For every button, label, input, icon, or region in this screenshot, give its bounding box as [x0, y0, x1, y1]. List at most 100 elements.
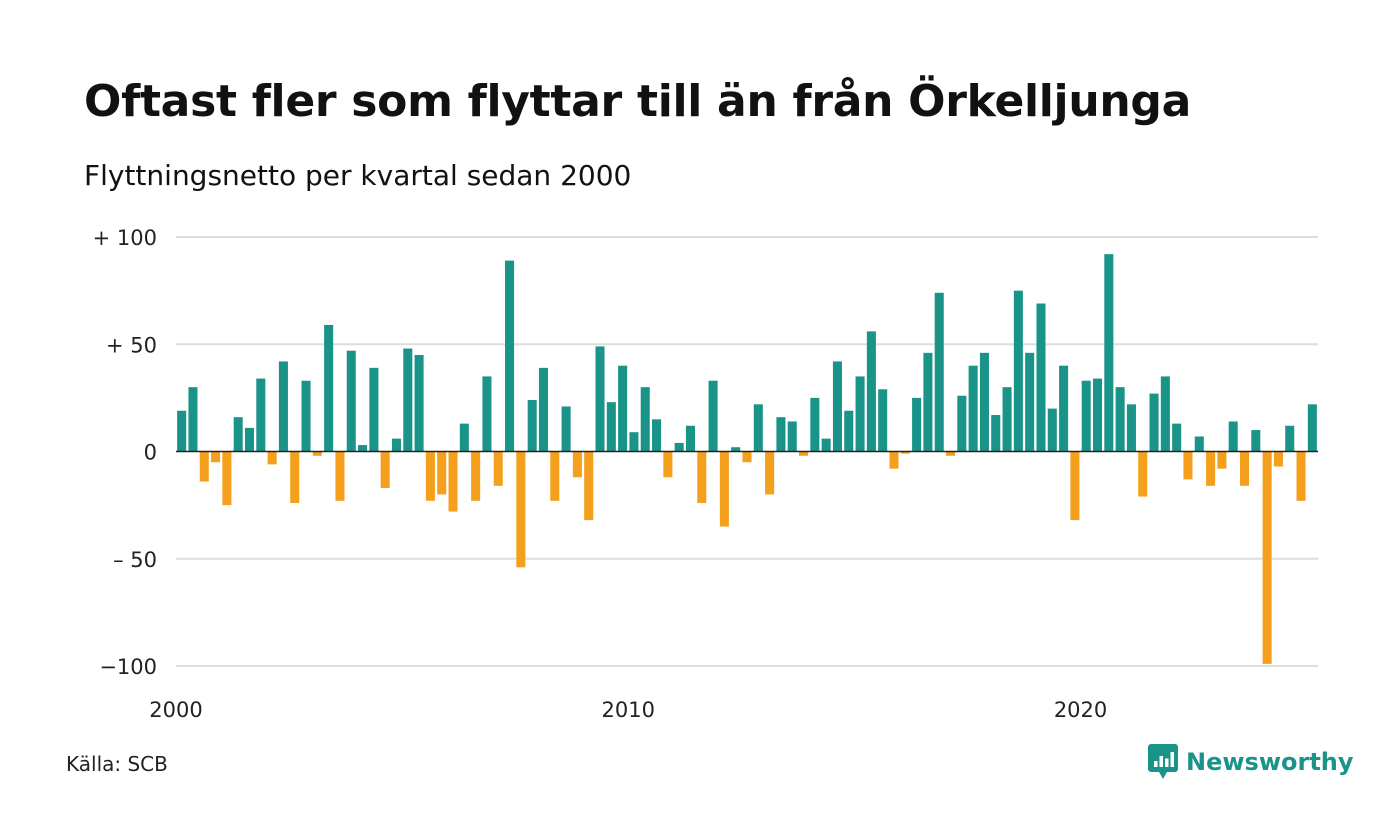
bar: [889, 451, 899, 469]
bar: [844, 410, 854, 452]
bar: [448, 451, 458, 512]
bar: [1228, 421, 1238, 452]
y-tick-label: + 100: [93, 226, 157, 250]
chart-title: Oftast fler som flyttar till än från Örk…: [84, 76, 1191, 127]
bar: [810, 397, 820, 452]
y-tick-label: + 50: [106, 333, 157, 357]
bar: [1013, 290, 1023, 452]
bar: [211, 451, 221, 463]
bar: [369, 367, 379, 452]
bar: [1262, 451, 1272, 664]
bar: [482, 376, 492, 452]
bar: [346, 350, 356, 452]
bar: [471, 451, 481, 501]
bar: [753, 404, 763, 452]
bar: [629, 432, 639, 452]
bar: [1251, 430, 1261, 452]
bar: [618, 365, 628, 452]
bars: [177, 254, 1317, 664]
brand-name: Newsworthy: [1186, 748, 1354, 776]
bar: [1070, 451, 1080, 521]
bar: [1217, 451, 1227, 469]
bar: [188, 387, 198, 452]
bar: [1206, 451, 1216, 486]
bar: [1115, 387, 1125, 452]
bar: [199, 451, 209, 482]
brand-logo: Newsworthy: [1148, 744, 1354, 780]
bar: [403, 348, 413, 452]
bar: [301, 380, 311, 452]
bar: [957, 395, 967, 452]
bar: [425, 451, 435, 501]
bar: [335, 451, 345, 501]
bar: [652, 419, 662, 452]
bar: [900, 451, 910, 454]
bar: [1273, 451, 1283, 467]
bar: [776, 417, 786, 452]
bar: [708, 380, 718, 452]
bar: [493, 451, 503, 486]
bar: [550, 451, 560, 501]
gridlines: [176, 236, 1318, 667]
chart-subtitle: Flyttningsnetto per kvartal sedan 2000: [84, 159, 632, 192]
bar: [527, 400, 537, 452]
bar: [821, 438, 831, 452]
bar: [991, 415, 1001, 452]
bar: [1239, 451, 1250, 486]
bar: [855, 376, 865, 452]
bar: [640, 387, 650, 452]
bar: [685, 425, 695, 452]
axes: + 100 + 50 0 – 50 −100 2000 2010 2020: [93, 226, 1318, 722]
bar: [1002, 387, 1012, 452]
bar: [380, 451, 390, 488]
bar: [731, 447, 741, 452]
bar: [572, 451, 582, 478]
bar: [505, 260, 515, 452]
bar: [1149, 393, 1159, 452]
bar: [312, 451, 322, 456]
bar: [968, 365, 978, 452]
bar: [324, 324, 334, 452]
bar: [934, 292, 944, 452]
y-tick-label: −100: [99, 655, 157, 679]
bar: [437, 451, 447, 495]
bar: [358, 445, 368, 452]
bar: [516, 451, 526, 568]
bar: [878, 389, 888, 452]
bar: [459, 423, 469, 452]
bar: [414, 354, 424, 452]
bar: [290, 451, 300, 503]
bar: [1036, 303, 1046, 452]
x-tick-label: 2000: [149, 698, 202, 722]
bar: [697, 451, 707, 503]
bar: [1025, 352, 1035, 452]
bar: [742, 451, 752, 463]
bar: [256, 378, 266, 452]
bar: [1081, 380, 1091, 452]
bar: [946, 451, 956, 456]
bar: [912, 397, 922, 452]
bar: [1307, 404, 1317, 452]
bar: [267, 451, 277, 465]
bar: [923, 352, 933, 452]
bar: [1296, 451, 1306, 501]
bar: [765, 451, 775, 495]
bar: [674, 442, 684, 452]
bar: [538, 367, 548, 452]
bar: [222, 451, 232, 506]
bar: [1092, 378, 1103, 452]
bar: [1126, 404, 1136, 452]
y-tick-label: – 50: [113, 548, 157, 572]
bar: [177, 410, 187, 452]
bar: [719, 451, 729, 527]
bar: [1183, 451, 1193, 480]
x-tick-label: 2020: [1054, 698, 1107, 722]
bar: [663, 451, 673, 478]
bar: [1160, 376, 1170, 452]
bar: [787, 421, 797, 452]
bar: [1285, 425, 1295, 452]
bar: [606, 402, 616, 452]
bar: [832, 361, 842, 452]
bar: [561, 406, 571, 452]
